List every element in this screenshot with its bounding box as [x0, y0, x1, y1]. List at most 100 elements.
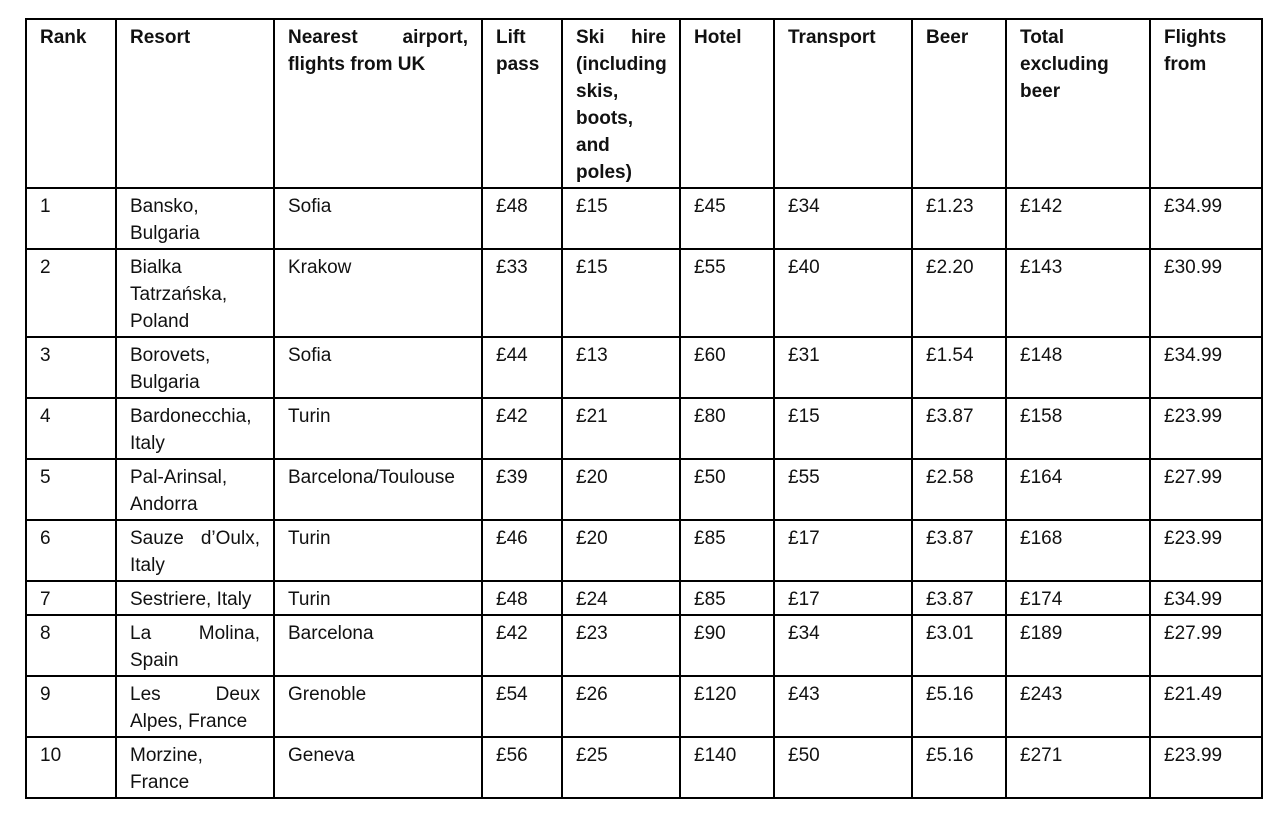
table-row: 2 Bialka Tatrzańska, Poland Krakow £33 £…	[25, 248, 1263, 338]
cell-rank: 5	[25, 458, 117, 521]
cell-beer: £3.87	[911, 580, 1007, 616]
cell-hotel: £60	[679, 336, 775, 399]
cell-total: £142	[1005, 187, 1151, 250]
cell-beer: £5.16	[911, 675, 1007, 738]
cell-transport: £34	[773, 614, 913, 677]
cell-hotel: £45	[679, 187, 775, 250]
cell-transport: £40	[773, 248, 913, 338]
cell-resort: Sauze d’Oulx, Italy	[115, 519, 275, 582]
table-row: 1 Bansko, Bulgaria Sofia £48 £15 £45 £34…	[25, 187, 1263, 250]
cell-lift-pass: £54	[481, 675, 563, 738]
cell-hotel: £140	[679, 736, 775, 799]
cell-flights: £23.99	[1149, 519, 1263, 582]
cell-airport: Barcelona/Toulouse	[273, 458, 483, 521]
cell-rank: 10	[25, 736, 117, 799]
cell-total: £243	[1005, 675, 1151, 738]
header-cell-total: Total excluding beer	[1005, 18, 1151, 189]
cell-total: £164	[1005, 458, 1151, 521]
cell-hotel: £90	[679, 614, 775, 677]
cell-transport: £34	[773, 187, 913, 250]
cell-rank: 9	[25, 675, 117, 738]
cell-transport: £17	[773, 580, 913, 616]
cell-transport: £55	[773, 458, 913, 521]
table-row: 7 Sestriere, Italy Turin £48 £24 £85 £17…	[25, 580, 1263, 616]
cell-beer: £2.58	[911, 458, 1007, 521]
cell-flights: £34.99	[1149, 580, 1263, 616]
cell-total: £174	[1005, 580, 1151, 616]
cell-hotel: £55	[679, 248, 775, 338]
cell-beer: £1.23	[911, 187, 1007, 250]
table-row: 3 Borovets, Bulgaria Sofia £44 £13 £60 £…	[25, 336, 1263, 399]
cell-ski-hire: £26	[561, 675, 681, 738]
header-cell-rank: Rank	[25, 18, 117, 189]
cell-resort: Bansko, Bulgaria	[115, 187, 275, 250]
cell-hotel: £50	[679, 458, 775, 521]
table-row: 8 La Molina, Spain Barcelona £42 £23 £90…	[25, 614, 1263, 677]
table-row: 5 Pal-Arinsal, Andorra Barcelona/Toulous…	[25, 458, 1263, 521]
cell-resort: Les Deux Alpes, France	[115, 675, 275, 738]
cell-beer: £3.01	[911, 614, 1007, 677]
cell-rank: 6	[25, 519, 117, 582]
cell-airport: Sofia	[273, 336, 483, 399]
header-cell-hotel: Hotel	[679, 18, 775, 189]
header-cell-ski-hire: Ski hire (including skis, boots, and pol…	[561, 18, 681, 189]
cell-ski-hire: £20	[561, 519, 681, 582]
cell-ski-hire: £25	[561, 736, 681, 799]
header-cell-airport: Nearest airport, flights from UK	[273, 18, 483, 189]
cell-lift-pass: £48	[481, 187, 563, 250]
cell-beer: £2.20	[911, 248, 1007, 338]
ski-resort-costs-table: Rank Resort Nearest airport, flights fro…	[25, 18, 1263, 799]
cell-resort: La Molina, Spain	[115, 614, 275, 677]
cell-transport: £43	[773, 675, 913, 738]
cell-airport: Turin	[273, 519, 483, 582]
cell-resort: Borovets, Bulgaria	[115, 336, 275, 399]
cell-transport: £17	[773, 519, 913, 582]
cell-resort: Morzine, France	[115, 736, 275, 799]
cell-total: £189	[1005, 614, 1151, 677]
cell-airport: Grenoble	[273, 675, 483, 738]
cell-lift-pass: £46	[481, 519, 563, 582]
cell-rank: 3	[25, 336, 117, 399]
cell-lift-pass: £48	[481, 580, 563, 616]
cell-airport: Barcelona	[273, 614, 483, 677]
cell-ski-hire: £13	[561, 336, 681, 399]
cell-resort: Sestriere, Italy	[115, 580, 275, 616]
cell-ski-hire: £15	[561, 187, 681, 250]
header-cell-beer: Beer	[911, 18, 1007, 189]
cell-total: £143	[1005, 248, 1151, 338]
cell-transport: £31	[773, 336, 913, 399]
table-row: 6 Sauze d’Oulx, Italy Turin £46 £20 £85 …	[25, 519, 1263, 582]
cell-resort: Bardonecchia, Italy	[115, 397, 275, 460]
table-body: 1 Bansko, Bulgaria Sofia £48 £15 £45 £34…	[25, 187, 1263, 799]
cell-ski-hire: £15	[561, 248, 681, 338]
cell-flights: £30.99	[1149, 248, 1263, 338]
cell-transport: £15	[773, 397, 913, 460]
header-cell-lift-pass: Lift pass	[481, 18, 563, 189]
cell-airport: Turin	[273, 580, 483, 616]
cell-total: £168	[1005, 519, 1151, 582]
cell-flights: £27.99	[1149, 614, 1263, 677]
cell-hotel: £80	[679, 397, 775, 460]
header-row: Rank Resort Nearest airport, flights fro…	[25, 18, 1263, 189]
table-row: 9 Les Deux Alpes, France Grenoble £54 £2…	[25, 675, 1263, 738]
cell-lift-pass: £33	[481, 248, 563, 338]
cell-hotel: £120	[679, 675, 775, 738]
header-cell-resort: Resort	[115, 18, 275, 189]
cell-rank: 4	[25, 397, 117, 460]
cell-flights: £23.99	[1149, 397, 1263, 460]
cell-total: £148	[1005, 336, 1151, 399]
cell-airport: Geneva	[273, 736, 483, 799]
cell-hotel: £85	[679, 580, 775, 616]
cell-airport: Krakow	[273, 248, 483, 338]
cell-rank: 8	[25, 614, 117, 677]
cell-lift-pass: £39	[481, 458, 563, 521]
cell-lift-pass: £44	[481, 336, 563, 399]
document-page: Rank Resort Nearest airport, flights fro…	[25, 18, 1263, 799]
cell-beer: £1.54	[911, 336, 1007, 399]
cell-ski-hire: £24	[561, 580, 681, 616]
cell-lift-pass: £42	[481, 614, 563, 677]
cell-ski-hire: £21	[561, 397, 681, 460]
cell-lift-pass: £42	[481, 397, 563, 460]
cell-flights: £34.99	[1149, 187, 1263, 250]
cell-rank: 2	[25, 248, 117, 338]
